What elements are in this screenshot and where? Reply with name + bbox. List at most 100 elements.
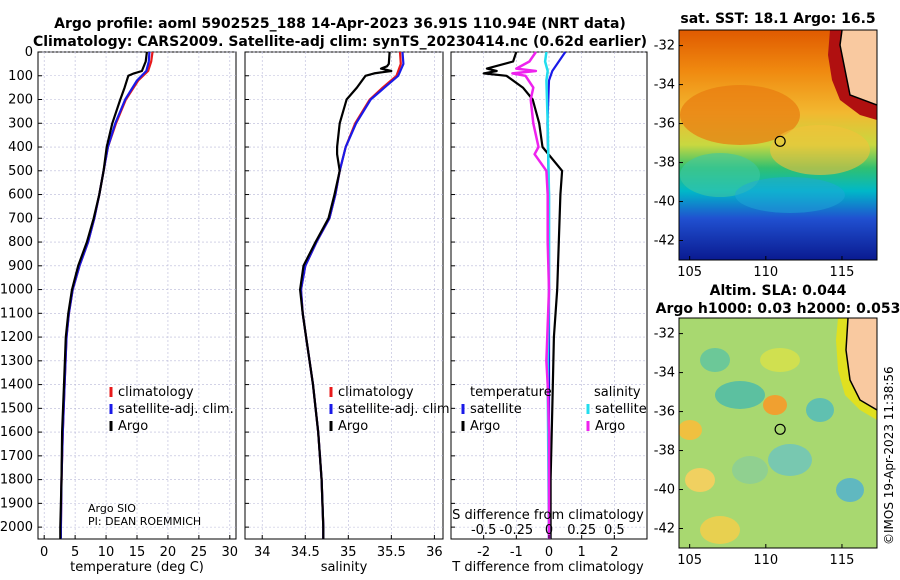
x-tick-label: 34.5 [291, 545, 320, 560]
depth-tick-label: 1000 [0, 283, 33, 298]
legend-argo-label: Argo [338, 419, 368, 434]
map-y-tick-label: -36 [654, 117, 675, 132]
sst-coastline [839, 30, 877, 106]
depth-tick-label: 700 [8, 211, 33, 226]
series-line-argo [299, 51, 393, 539]
sla-map-panel: Altim. SLA: 0.044 Argo h1000: 0.03 h2000… [654, 283, 900, 568]
difference-s-label: S difference from climatology [452, 508, 644, 523]
map-y-tick-label: -34 [654, 366, 675, 381]
x-tick-label: -1 [510, 545, 523, 560]
map-y-tick-label: -32 [654, 39, 675, 54]
temperature-panel: 0 5 10 15 20 25 30 temperature (deg C) climato… [37, 51, 239, 575]
series-line-argo [59, 51, 148, 539]
x-tick-label: 0 [40, 545, 48, 560]
sst-map-image [679, 30, 877, 260]
depth-tick-label: 2000 [0, 520, 33, 535]
s-tick-label: -0.5 [471, 523, 496, 538]
legend-salinity-title: salinity [594, 385, 641, 400]
difference-salinity-legend: salinity satellite Argo [586, 385, 647, 434]
sla-coastline [845, 318, 877, 411]
depth-axis: 0 100 200 300 400 500 600 700 800 900 1000 1100 1200… [0, 45, 33, 535]
salinity-legend: climatology satellite-adj. clim. Argo [329, 385, 454, 434]
temperature-legend: climatology satellite-adj. clim. Argo [109, 385, 234, 434]
x-tick-label: 35.5 [377, 545, 406, 560]
series-line-s-argo [511, 51, 551, 539]
s-tick-label: -0.25 [500, 523, 534, 538]
sst-map-frame [678, 29, 878, 261]
depth-tick-label: 100 [8, 69, 33, 84]
legend-s-argo-label: Argo [595, 419, 625, 434]
depth-tick-label: 1400 [0, 378, 33, 393]
map-y-tick-label: -40 [654, 483, 675, 498]
s-tick-label: 0.25 [567, 523, 596, 538]
depth-tick-label: 1800 [0, 473, 33, 488]
x-tick-label: 1 [578, 545, 586, 560]
legend-t-argo-label: Argo [470, 419, 500, 434]
x-tick-label: 0 [545, 545, 553, 560]
map-x-tick-label: 110 [753, 265, 778, 280]
map-y-tick-label: -42 [654, 522, 675, 537]
depth-tick-label: 1600 [0, 425, 33, 440]
x-tick-label: 20 [160, 545, 177, 560]
s-tick-label: 0.5 [604, 523, 625, 538]
map-y-tick-label: -38 [654, 444, 675, 459]
sla-argo-marker [774, 423, 786, 435]
legend-s-satellite-label: satellite [595, 402, 647, 417]
depth-tick-label: 500 [8, 164, 33, 179]
map-y-tick-label: -38 [654, 156, 675, 171]
depth-tick-label: 600 [8, 188, 33, 203]
difference-panel: -2 -1 0 1 2 T difference from climatology S … [450, 51, 648, 575]
depth-tick-label: 1300 [0, 354, 33, 369]
sst-argo-marker [774, 135, 786, 147]
salinity-panel: 34 34.5 35 35.5 36 salinity climatology sate… [244, 51, 454, 575]
salinity-axes-box [244, 51, 444, 540]
salinity-xlabel: salinity [321, 560, 368, 575]
depth-tick-label: 200 [8, 93, 33, 108]
map-y-tick-label: -34 [654, 78, 675, 93]
legend-climatology-label: climatology [338, 385, 414, 400]
sst-map-title: sat. SST: 18.1 Argo: 16.5 [680, 11, 875, 27]
map-x-tick-label: 105 [677, 553, 702, 568]
annotation-argo-sio: Argo SIO [88, 502, 136, 515]
x-tick-label: 10 [98, 545, 115, 560]
depth-tick-label: 1100 [0, 306, 33, 321]
sla-map-image [679, 318, 877, 548]
depth-tick-label: 800 [8, 235, 33, 250]
map-y-tick-label: -36 [654, 405, 675, 420]
sst-land [840, 30, 877, 105]
sst-map-ticks: 105 110 115 -32 -34 -36 -38 -40 -42 [654, 39, 855, 280]
depth-tick-label: 900 [8, 259, 33, 274]
imos-stamp: ©IMOS 19-Apr-2023 11:38:56 [882, 366, 896, 545]
depth-tick-label: 400 [8, 140, 33, 155]
sla-map-ticks: 105 110 115 -32 -34 -36 -38 -40 -42 [654, 327, 855, 568]
legend-temperature-title: temperature [470, 385, 552, 400]
sla-map-title-line2: Argo h1000: 0.03 h2000: 0.053 [656, 301, 900, 317]
depth-tick-label: 1500 [0, 401, 33, 416]
sla-map-title-line1: Altim. SLA: 0.044 [710, 283, 847, 299]
depth-tick-label: 1700 [0, 449, 33, 464]
sst-map-panel: sat. SST: 18.1 Argo: 16.5 [654, 11, 878, 280]
depth-tick-label: 1200 [0, 330, 33, 345]
sla-map-frame [678, 317, 878, 549]
map-x-tick-label: 115 [830, 265, 855, 280]
difference-xlabel: T difference from climatology [451, 560, 644, 575]
legend-satellite-label: satellite-adj. clim. [338, 402, 454, 417]
temperature-xlabel: temperature (deg C) [70, 560, 204, 575]
legend-argo-label: Argo [118, 419, 148, 434]
figure-title-line1: Argo profile: aoml 5902525_188 14-Apr-20… [54, 16, 626, 32]
legend-climatology-label: climatology [118, 385, 194, 400]
map-y-tick-label: -40 [654, 195, 675, 210]
x-tick-label: 25 [191, 545, 208, 560]
legend-satellite-label: satellite-adj. clim. [118, 402, 234, 417]
figure-title-line2: Climatology: CARS2009. Satellite-adj cli… [33, 34, 647, 50]
legend-t-satellite-label: satellite [470, 402, 522, 417]
map-x-tick-label: 115 [830, 553, 855, 568]
depth-tick-label: 1900 [0, 496, 33, 511]
x-tick-label: 2 [610, 545, 618, 560]
annotation-pi: PI: DEAN ROEMMICH [88, 515, 201, 528]
x-tick-label: 36 [426, 545, 443, 560]
x-tick-label: 5 [71, 545, 79, 560]
x-tick-label: 30 [222, 545, 239, 560]
map-y-tick-label: -42 [654, 234, 675, 249]
